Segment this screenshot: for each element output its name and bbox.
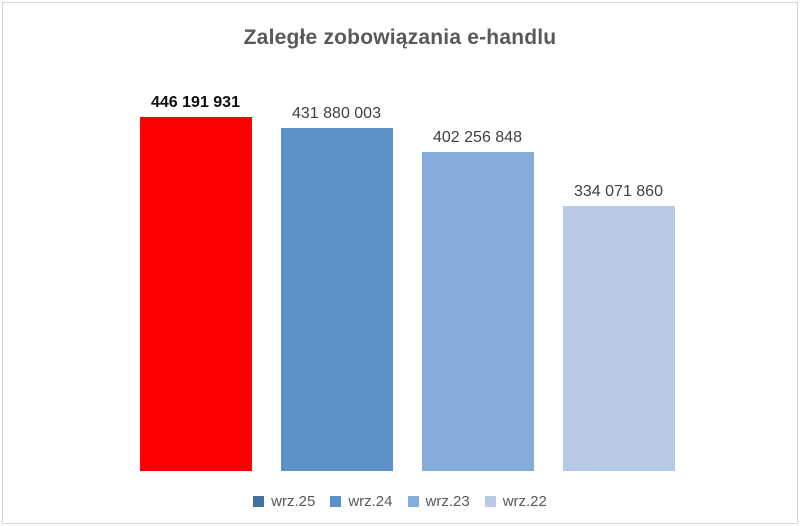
legend-item-wrz.24: wrz.24 [330,493,393,510]
bar-value-label: 431 880 003 [292,105,381,122]
legend-label: wrz.22 [502,493,547,510]
bar-value-label: 334 071 860 [574,183,663,200]
bar-wrz.24 [280,128,393,471]
bar-group-wrz.25: 446 191 931 [139,94,252,471]
legend-item-wrz.23: wrz.23 [407,493,470,510]
bar-wrz.23 [421,152,534,471]
bar-wrz.22 [562,206,675,471]
bar-value-label: 446 191 931 [151,94,240,111]
chart-title: Zaległe zobowiązania e-handlu [243,26,557,49]
legend-label: wrz.24 [348,493,393,510]
bar-value-label: 402 256 848 [433,129,522,146]
legend-swatch-icon [484,496,496,507]
bar-group-wrz.22: 334 071 860 [562,183,675,471]
bar-wrz.25 [139,117,252,471]
legend-item-wrz.22: wrz.22 [484,493,547,510]
chart-legend: wrz.25 wrz.24 wrz.23 wrz.22 [0,494,800,509]
plot-area: 446 191 931 431 880 003 402 256 848 334 071… [0,90,800,471]
legend-item-wrz.25: wrz.25 [253,494,315,509]
legend-label: wrz.25 [271,493,316,510]
legend-swatch-icon [253,496,265,507]
legend-swatch-icon [407,496,419,507]
legend-swatch-icon [330,496,342,507]
bar-group-wrz.23: 402 256 848 [421,129,534,471]
bar-group-wrz.24: 431 880 003 [280,105,393,471]
legend-label: wrz.23 [425,493,470,510]
